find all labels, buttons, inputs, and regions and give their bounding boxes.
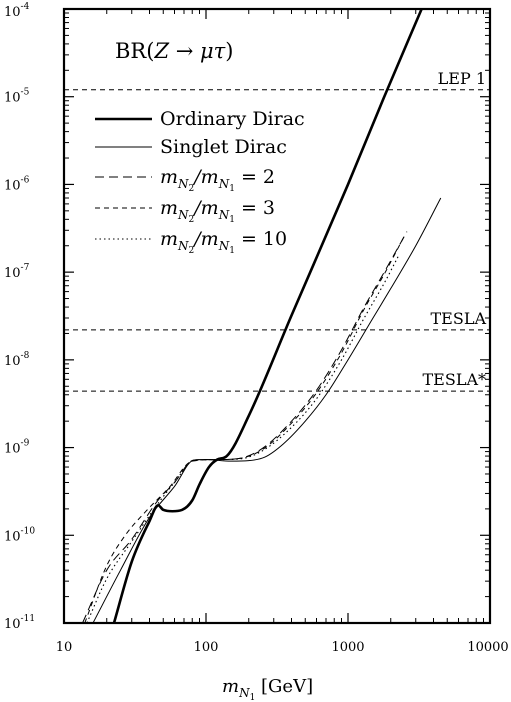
y-tick-label: 10-6 [4, 175, 30, 193]
series-singlet-dirac [92, 197, 442, 623]
y-tick-label: 10-10 [4, 526, 35, 544]
legend-label-ratio-2: mN2/mN1 = 2 [160, 166, 275, 194]
series-m-n-2-m-n-1-10 [86, 253, 400, 623]
plot-frame [62, 7, 492, 625]
series-ordinary-dirac [112, 9, 423, 623]
legend-label-ordinary-dirac: Ordinary Dirac [160, 108, 305, 130]
x-tick-label: 1000 [331, 640, 364, 655]
y-tick-label: 10-7 [4, 263, 30, 281]
legend-label-ratio-10: mN2/mN1 = 10 [160, 228, 287, 256]
x-tick-label: 100 [194, 640, 219, 655]
series-m-n-2-m-n-1-3 [84, 235, 405, 623]
ref-label-tesla: TESLA* [423, 370, 487, 389]
ref-label-tesla: TESLA [431, 309, 487, 328]
y-tick-label: 10-8 [4, 351, 30, 369]
legend: Ordinary Dirac Singlet Dirac mN2/mN1 = 2… [95, 108, 305, 256]
series-layer [82, 9, 442, 623]
x-tick-label: 10 [56, 640, 73, 655]
y-tick-label: 10-9 [4, 439, 30, 457]
y-tick-label: 10-5 [4, 88, 30, 106]
legend-label-singlet-dirac: Singlet Dirac [160, 136, 287, 158]
y-tick-label: 10-11 [4, 614, 35, 632]
y-tick-label: 10-4 [4, 2, 30, 20]
chart-title: BR(Z → μτ) [115, 39, 233, 63]
reference-lines [64, 89, 490, 392]
legend-label-ratio-3: mN2/mN1 = 3 [160, 197, 275, 225]
x-tick-label: 10000 [467, 640, 508, 655]
ref-label-lep-1: LEP 1 [438, 69, 486, 88]
axis-ticks: 10 100 1000 10000 10-11 10-10 10-9 10-8 10-7 10-6… [4, 2, 509, 655]
x-axis-label: mN1 [GeV] [222, 676, 313, 702]
reference-labels: LEP 1 TESLA TESLA* [423, 69, 487, 389]
